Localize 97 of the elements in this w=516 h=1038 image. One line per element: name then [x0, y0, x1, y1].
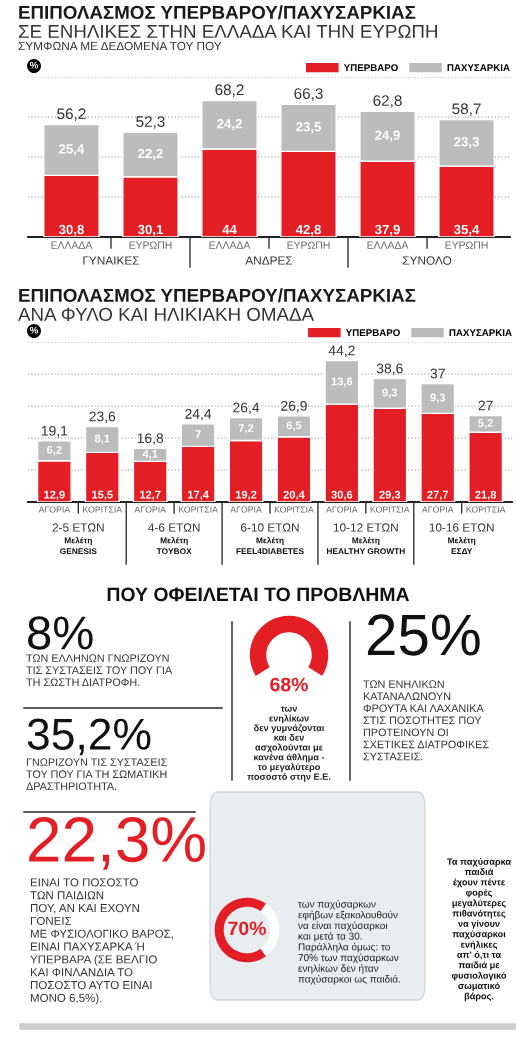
data-label: 6,2: [47, 445, 62, 456]
text: των ενηλίκων δεν γυμνάζονται και δεν ασχολούνται με κανένα άθλημα - το μεγαλύτερο ποσοστό στην Ε.Ε.: [247, 706, 331, 782]
text: 10-16 ΕΤΩΝ Μελέτη ΕΣΔΥ: [429, 523, 494, 555]
x-tick-label: ΕΛΛΑΔΑ: [209, 241, 251, 249]
total-label: 56,2: [57, 108, 86, 121]
total-label: 52,3: [136, 116, 165, 129]
total-label: 68,2: [215, 84, 244, 97]
x-tick-label: ΑΓΟΡΙΑ: [230, 506, 262, 513]
total-label: 38,6: [376, 363, 403, 375]
text: ΓΝΩΡΙΖΟΥΝ ΤΙΣ ΣΥΣΤΑΣΕΙΣ ΤΟΥ ΠΟΥ ΓΙΑ ΤΗ ΣΩΜΑΤΙΚΗ ΔΡΑΣΤΗΡΙΟΤΗΤΑ.: [26, 758, 167, 791]
data-label: 7: [195, 430, 201, 438]
data-label: 42,8: [295, 224, 321, 237]
text: ΠΟΥ ΟΦΕΙΛΕΤΑΙ ΤΟ ΠΡΟΒΛΗΜΑ: [107, 587, 410, 602]
text: 8%: [28, 616, 93, 650]
data-label: 70%: [228, 921, 266, 936]
data-label: 12,7: [140, 490, 161, 501]
text: ΣΥΝΟΛΟ: [402, 256, 452, 265]
x-tick-label: ΚΟΡΙΤΣΙΑ: [466, 506, 506, 513]
text: των παχύσαρκων εφήβων εξακολουθούν να είναι παχύσαρκοι και μετά τα 30. Παράλληλα όμως: το 70% των παχύσαρκων ενηλίκων δεν ήταν παχύσαρκοι ως παιδιά.: [298, 900, 400, 985]
data-label: 22,2: [138, 148, 163, 161]
total-label: 66,3: [294, 88, 323, 101]
total-label: 26,4: [233, 402, 260, 415]
text: ΓΥΝΑΙΚΕΣ: [83, 256, 140, 265]
total-label: 44,2: [328, 345, 355, 358]
data-label: 30,1: [137, 224, 163, 237]
y-axis-title: %: [29, 326, 39, 334]
data-label: 21,8: [475, 490, 497, 501]
data-label: 12,9: [44, 490, 65, 501]
data-label: 44: [222, 224, 237, 235]
data-label: 25,4: [59, 144, 85, 156]
chart-title: ΕΠΙΠΟΛΑΣΜΟΣ ΥΠΕΡΒΑΡΟΥ/ΠΑΧΥΣΑΡΚΙΑΣ: [19, 288, 416, 303]
legend-label: ΠΑΧΥΣΑΡΚΙΑ: [449, 329, 512, 336]
data-label: 24,2: [217, 119, 242, 131]
data-label: 9,3: [382, 388, 398, 398]
chart-subtitle: ΣΕ ΕΝΗΛΙΚΕΣ ΣΤΗΝ ΕΛΛΑΔΑ ΚΑΙ ΤΗΝ ΕΥΡΩΠΗ ΣΥΜΦΩΝΑ ΜΕ ΔΕΔΟΜΕΝΑ ΤΟΥ ΠΟΥ: [18, 24, 437, 51]
data-label: 9,3: [430, 393, 446, 404]
legend-label: ΥΠΕΡΒΑΡΟ: [345, 329, 400, 337]
text: 4-6 ΕΤΩΝ Μελέτη TOYBOX: [148, 523, 200, 555]
text: ΤΩΝ ΕΛΛΗΝΩΝ ΓΝΩΡΙΖΟΥΝ ΤΙΣ ΣΥΣΤΑΣΕΙΣ ΤΟΥ ΠΟΥ ΓΙΑ ΤΗ ΣΩΣΤΗ ΔΙΑΤΡΟΦΗ.: [26, 654, 173, 687]
x-tick-label: ΕΥΡΩΠΗ: [129, 241, 172, 249]
data-label: 37,9: [374, 224, 400, 237]
data-label: 24,9: [375, 130, 400, 142]
text: 35,2%: [27, 718, 151, 756]
text: Τα παχύσαρκα παιδιά έχουν πέντε φορές μεγαλύτερες πιθανότητες να γίνουν παχύσαρκοι ενήλικες απ' ό,τι τα παιδιά με φυσιολογικό σωματικό βάρος.: [447, 858, 511, 1002]
data-label: 17,4: [188, 490, 209, 501]
x-tick-label: ΚΟΡΙΤΣΙΑ: [274, 506, 314, 513]
data-label: 20,4: [283, 490, 305, 501]
x-tick-label: ΑΓΟΡΙΑ: [134, 506, 166, 513]
data-label: 30,6: [331, 490, 353, 501]
text: 6-10 ΕΤΩΝ Μελέτη FEEL4DIABETES: [236, 523, 304, 555]
total-label: 58,7: [452, 103, 481, 116]
data-label: 35,4: [454, 224, 480, 237]
data-label: 6,5: [286, 421, 302, 431]
x-tick-label: ΕΛΛΑΔΑ: [367, 241, 409, 249]
text: ΤΩΝ ΕΝΗΛΙΚΩΝ ΚΑΤΑΝΑΛΩΝΟΥΝ ΦΡΟΥΤΑ ΚΑΙ ΛΑΧΑΝΙΚΑ ΣΤΙΣ ΠΟΣΟΤΗΤΕΣ ΠΟΥ ΠΡΟΤΕΙΝΟΥΝ ΟΙ ΣΧΕΤΙΚΕΣ ΔΙΑΤΡΟΦΙΚΕΣ ΣΥΣΤΑΣΕΙΣ.: [363, 680, 489, 761]
total-label: 16,8: [137, 433, 164, 445]
data-label: 15,5: [92, 490, 113, 501]
total-label: 26,9: [281, 400, 307, 413]
data-label: 27,7: [427, 490, 449, 501]
x-tick-label: ΑΓΟΡΙΑ: [421, 506, 454, 513]
total-label: 37: [430, 368, 445, 379]
data-label: 5,2: [478, 419, 493, 429]
data-label: 7,2: [238, 424, 254, 434]
text: ΑΝΔΡΕΣ: [245, 256, 293, 265]
data-label: 23,5: [296, 122, 321, 134]
total-label: 24,4: [185, 408, 212, 421]
x-tick-label: ΑΓΟΡΙΑ: [326, 506, 358, 513]
x-tick-label: ΚΟΡΙΤΣΙΑ: [179, 506, 218, 513]
data-label: 30,8: [58, 224, 84, 237]
total-label: 62,8: [373, 95, 402, 108]
x-tick-label: ΚΟΡΙΤΣΙΑ: [370, 506, 410, 513]
legend-label: ΠΑΧΥΣΑΡΚΙΑ: [447, 64, 510, 71]
total-label: 23,6: [89, 411, 116, 423]
text: 10-12 ΕΤΩΝ Μελέτη HEALTHY GROWTH: [326, 523, 405, 555]
data-label: 8,1: [94, 434, 110, 445]
x-tick-label: ΕΥΡΩΠΗ: [445, 241, 488, 249]
chart-title: ΕΠΙΠΟΛΑΣΜΟΣ ΥΠΕΡΒΑΡΟΥ/ΠΑΧΥΣΑΡΚΙΑΣ: [19, 5, 416, 20]
chart-subtitle: ΑΝΑ ΦΥΛΟ ΚΑΙ ΗΛΙΚΙΑΚΗ ΟΜΑΔΑ: [18, 307, 315, 322]
x-tick-label: ΕΛΛΑΔΑ: [51, 241, 93, 249]
x-tick-label: ΚΟΡΙΤΣΙΑ: [83, 506, 123, 513]
data-label: 13,6: [331, 377, 353, 387]
data-label: 29,3: [379, 490, 401, 501]
data-label: 19,2: [235, 490, 257, 501]
text: 2-5 ΕΤΩΝ Μελέτη GENESIS: [52, 523, 104, 555]
total-label: 27: [478, 400, 493, 411]
text: 68%: [270, 677, 308, 692]
y-axis-title: %: [29, 61, 39, 69]
text: 25%: [367, 614, 480, 656]
donut-slice: [214, 897, 267, 963]
text: 22,3%: [29, 816, 205, 870]
text: ΕΙΝΑΙ ΤΟ ΠΟΣΟΣΤΟ ΤΩΝ ΠΑΙΔΙΩΝ ΠΟΥ, ΑΝ ΚΑΙ ΕΧΟΥΝ ΓΟΝΕΙΣ ΜΕ ΦΥΣΙΟΛΟΓΙΚΟ ΒΑΡΟΣ, ΕΙΝΑΙ ΠΑΧΥΣΑΡΚΑ Ή ΥΠΕΡΒΑΡΑ (ΣΕ ΒΕΛΓΙΟ ΚΑΙ ΦΙΝΛΑΝΔΙΑ ΤΟ ΠΟΣΟΣΤΟ ΑΥΤΟ ΕΙΝΑΙ ΜΟΝΟ 6,5%).: [30, 878, 173, 1005]
data-label: 23,3: [454, 137, 479, 149]
data-label: 4,1: [142, 450, 158, 460]
legend-label: ΥΠΕΡΒΑΡΟ: [343, 64, 398, 72]
x-tick-label: ΕΥΡΩΠΗ: [287, 241, 330, 249]
total-label: 19,1: [41, 425, 68, 438]
x-tick-label: ΑΓΟΡΙΑ: [38, 506, 71, 513]
